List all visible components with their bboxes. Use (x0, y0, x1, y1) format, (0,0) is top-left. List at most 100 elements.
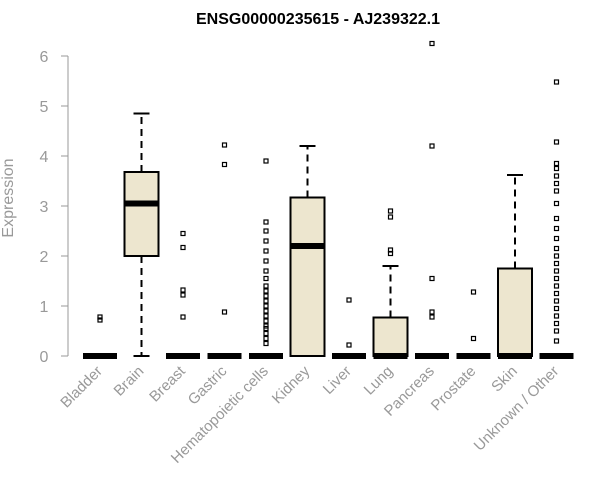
box-group (497, 174, 533, 359)
box-body (289, 196, 326, 357)
outlier-point (553, 283, 560, 289)
outlier-point (263, 238, 269, 244)
box-group (249, 158, 283, 359)
outlier-point (180, 314, 186, 320)
outlier-point (263, 298, 269, 304)
outlier-point (470, 335, 477, 342)
outlier-point (553, 338, 560, 344)
outlier-point (97, 314, 103, 320)
x-category-label: Lung (361, 363, 397, 399)
outlier-point (553, 290, 560, 297)
outlier-point (263, 340, 269, 347)
outlier-point (180, 292, 186, 298)
outlier-point (553, 253, 560, 259)
outlier-point (263, 313, 269, 319)
x-category-label: Prostate (428, 363, 480, 415)
box-body (372, 316, 409, 357)
box-group (123, 112, 160, 357)
outlier-point (346, 342, 352, 348)
outlier-point (553, 298, 560, 304)
box-group (539, 79, 574, 359)
outlier-point (263, 318, 269, 324)
outlier-point (553, 320, 560, 327)
outlier-point (553, 215, 560, 222)
x-category-label: Liver (320, 363, 355, 398)
outlier-point (180, 244, 186, 251)
outlier-point (97, 317, 103, 323)
y-tick-label: 4 (40, 149, 49, 166)
outlier-point (346, 297, 352, 303)
box-group (289, 145, 326, 357)
box-body (123, 171, 160, 257)
outlier-point (553, 235, 560, 242)
y-tick-label: 2 (40, 249, 49, 266)
box-group (456, 289, 491, 359)
outlier-point (429, 143, 435, 149)
outlier-point (429, 40, 435, 47)
outlier-point (553, 245, 560, 252)
outlier-point (553, 268, 560, 274)
outlier-point (553, 160, 560, 167)
y-axis-label: Expression (0, 158, 17, 237)
outlier-point (263, 275, 269, 282)
outlier-point (553, 180, 560, 187)
outlier-point (263, 308, 269, 314)
box-series (83, 40, 574, 359)
outlier-point (387, 247, 394, 253)
box-group (415, 40, 449, 359)
outlier-point (263, 228, 269, 234)
y-tick-label: 3 (40, 199, 49, 216)
box-group (166, 230, 200, 359)
outlier-point (553, 139, 560, 145)
outlier-point (553, 225, 560, 232)
box-group (83, 314, 117, 359)
outlier-point (263, 323, 269, 329)
outlier-point (553, 260, 560, 267)
outlier-point (470, 289, 477, 295)
outlier-point (553, 79, 560, 85)
outlier-point (429, 275, 435, 282)
outlier-point (180, 287, 186, 293)
outlier-point (263, 219, 269, 225)
outlier-point (263, 288, 269, 294)
outlier-point (263, 248, 269, 254)
outlier-point (263, 283, 269, 289)
box-group (332, 297, 366, 359)
y-tick-label: 5 (40, 99, 49, 116)
outlier-point (180, 230, 186, 237)
box-group (372, 208, 409, 359)
outlier-point (263, 335, 269, 342)
outlier-point (387, 214, 394, 220)
y-axis: 0 1 2 3 4 5 6 (40, 49, 69, 366)
outlier-point (429, 309, 435, 315)
chart-title: ENSG00000235615 - AJ239322.1 (196, 11, 440, 28)
outlier-point (553, 188, 560, 194)
outlier-point (553, 275, 560, 282)
outlier-point (263, 158, 269, 164)
outlier-point (263, 268, 269, 274)
x-category-label: Brain (111, 363, 148, 400)
outlier-point (553, 305, 560, 312)
outlier-point (263, 293, 269, 299)
box-group (207, 142, 242, 359)
outlier-point (553, 328, 560, 334)
outlier-point (221, 161, 228, 168)
outlier-point (553, 165, 560, 172)
y-tick-label: 6 (40, 49, 49, 66)
x-category-label: Skin (488, 363, 521, 396)
outlier-point (429, 314, 435, 320)
outlier-point (553, 313, 560, 319)
box-body (497, 267, 533, 357)
outlier-point (221, 309, 228, 315)
outlier-point (221, 142, 228, 148)
outlier-point (263, 330, 269, 337)
outlier-point (263, 303, 269, 309)
outlier-point (553, 200, 560, 207)
x-category-label: Breast (146, 362, 189, 405)
y-tick-label: 1 (40, 299, 49, 316)
x-category-label: Kidney (269, 362, 314, 407)
outlier-point (553, 173, 560, 179)
